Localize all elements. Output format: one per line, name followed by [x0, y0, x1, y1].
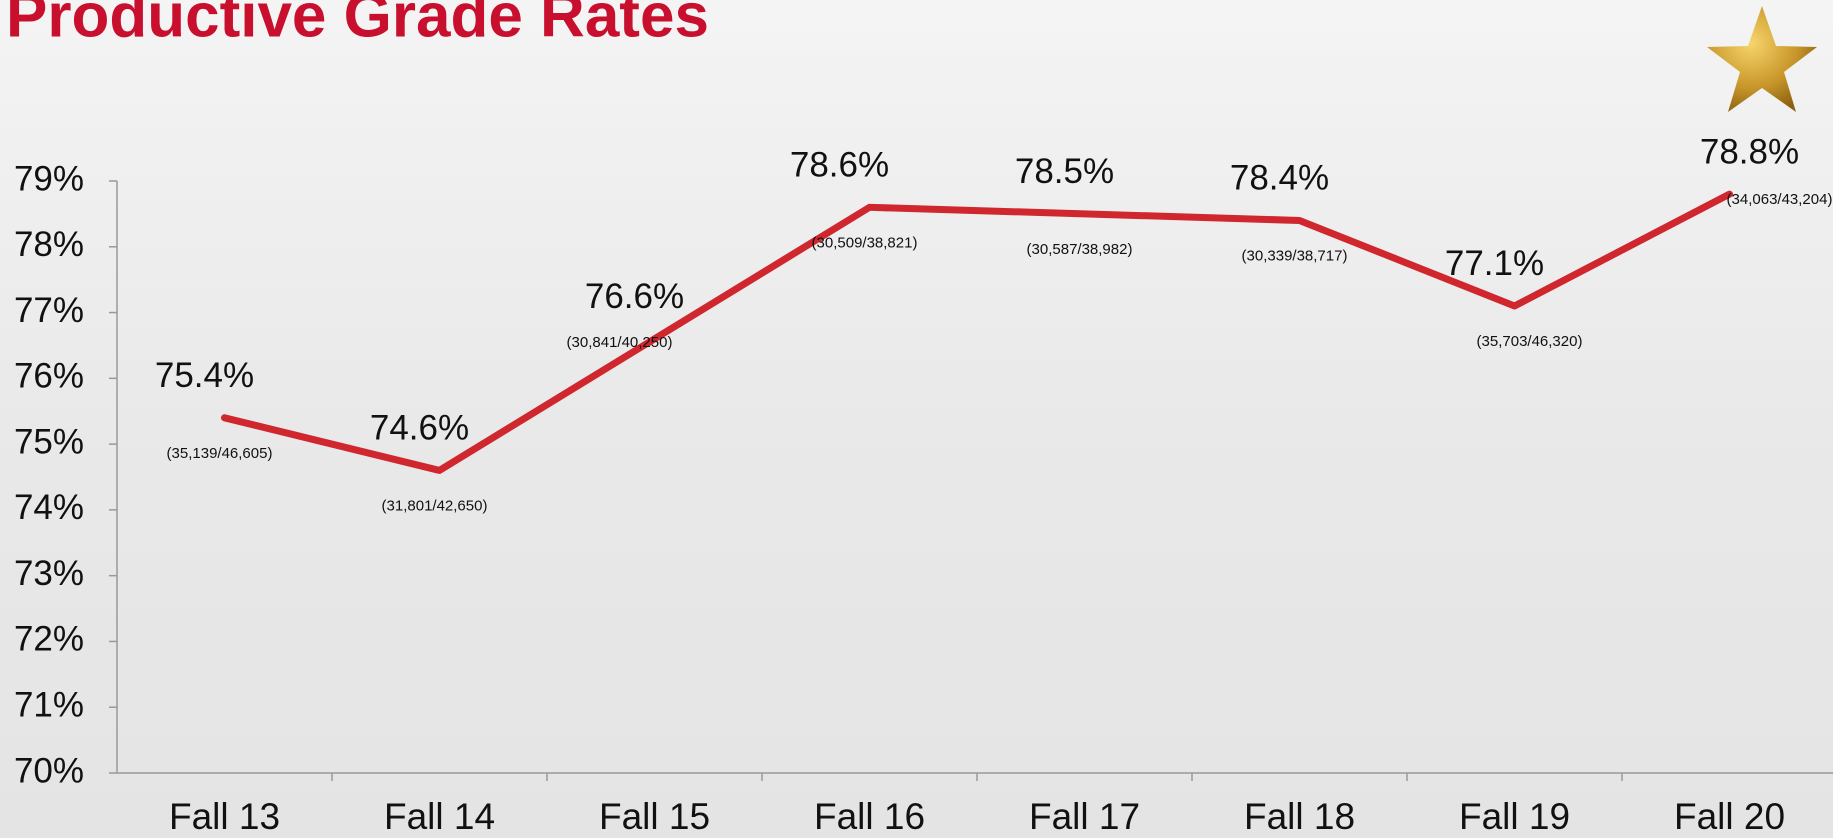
- x-tick-label: Fall 18: [1244, 796, 1355, 837]
- x-tick-label: Fall 15: [599, 796, 710, 837]
- y-tick-label: 72%: [14, 620, 84, 659]
- y-tick-label: 79%: [14, 159, 84, 198]
- value-label: 77.1%: [1445, 244, 1544, 283]
- y-tick-label: 74%: [14, 488, 84, 527]
- star-icon: [1707, 6, 1817, 112]
- y-tick-label: 71%: [14, 685, 84, 724]
- x-tick-label: Fall 14: [384, 796, 495, 837]
- value-label: 75.4%: [155, 356, 254, 395]
- count-label: (30,509/38,821): [812, 234, 918, 251]
- line-series: [221, 190, 1733, 474]
- value-label: 78.4%: [1230, 159, 1329, 198]
- count-label: (34,063/43,204): [1727, 191, 1833, 208]
- x-tick-label: Fall 17: [1029, 796, 1140, 837]
- count-label: (35,703/46,320): [1477, 333, 1583, 350]
- value-label: 74.6%: [370, 409, 469, 448]
- x-tick-label: Fall 19: [1459, 796, 1570, 837]
- x-tick-label: Fall 16: [814, 796, 925, 837]
- x-tick-label: Fall 20: [1674, 796, 1785, 837]
- y-tick-label: 76%: [14, 357, 84, 396]
- value-label: 76.6%: [585, 277, 684, 316]
- y-tick-label: 73%: [14, 554, 84, 593]
- y-tick-label: 75%: [14, 422, 84, 461]
- value-label: 78.8%: [1700, 132, 1799, 171]
- value-label: 78.5%: [1015, 152, 1114, 191]
- chart-title: Productive Grade Rates: [6, 0, 709, 50]
- count-label: (30,587/38,982): [1027, 241, 1133, 258]
- y-tick-label: 70%: [14, 751, 84, 790]
- count-label: (30,841/40,250): [567, 334, 673, 351]
- count-label: (31,801/42,650): [382, 497, 488, 514]
- count-label: (35,139/46,605): [167, 445, 273, 462]
- y-tick-label: 77%: [14, 291, 84, 330]
- value-label: 78.6%: [790, 146, 889, 185]
- y-tick-label: 78%: [14, 225, 84, 264]
- count-label: (30,339/38,717): [1242, 247, 1348, 264]
- x-tick-label: Fall 13: [169, 796, 280, 837]
